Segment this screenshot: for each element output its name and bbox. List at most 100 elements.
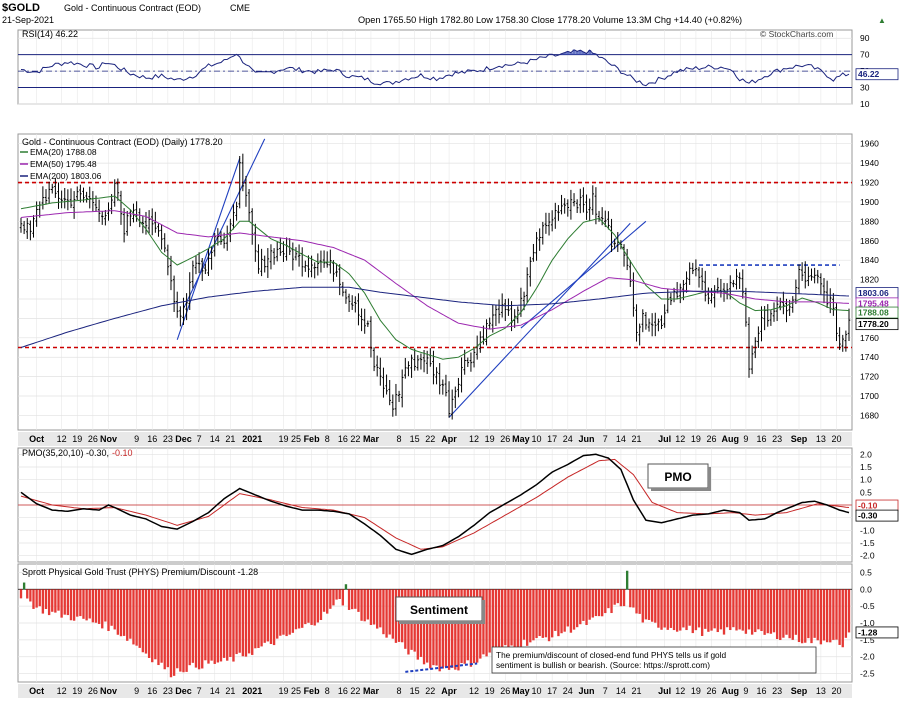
phys-bar — [435, 589, 438, 666]
y-tick-label: 1880 — [860, 216, 879, 226]
pmo-series: -0.10-0.30 — [18, 453, 899, 556]
phys-bar — [557, 589, 560, 637]
y-tick-label: -1.0 — [860, 618, 875, 628]
phys-bar — [525, 589, 529, 646]
phys-bar — [600, 589, 604, 617]
phys-bar — [625, 570, 629, 590]
y-tick-label: 10 — [860, 99, 870, 109]
phys-bar — [363, 589, 366, 622]
phys-bar — [463, 589, 466, 664]
phys-bar — [844, 589, 848, 638]
y-tick-label: 0.5 — [860, 487, 872, 497]
phys-bar — [372, 589, 376, 625]
phys-bar — [575, 589, 579, 628]
phys-bar — [741, 589, 744, 631]
phys-bar — [304, 589, 307, 625]
phys-bar — [276, 589, 279, 639]
sentiment-annotation: Sentiment — [410, 603, 468, 617]
phys-bar — [369, 589, 373, 625]
phys-bar — [497, 589, 501, 648]
phys-bar — [707, 589, 710, 632]
date-label: 8 — [397, 434, 402, 444]
phys-bar — [594, 589, 598, 617]
phys-bar — [72, 589, 76, 621]
phys-bar — [616, 589, 619, 604]
phys-note-line: sentiment is bullish or bearish. (Source… — [496, 660, 710, 670]
phys-bar — [260, 589, 263, 647]
date-label: 7 — [603, 686, 608, 696]
phys-bar — [519, 589, 523, 647]
phys-bar — [376, 589, 379, 629]
date-label: 23 — [772, 434, 782, 444]
phys-bar — [782, 589, 785, 638]
phys-bar — [191, 589, 195, 663]
phys-bar — [775, 589, 779, 640]
phys-bar — [272, 589, 276, 646]
phys-bar — [351, 589, 354, 610]
date-label: Oct — [29, 434, 44, 444]
phys-note-box — [491, 646, 817, 674]
sentiment-annotation-shadow — [482, 600, 485, 624]
phys-bar — [82, 589, 85, 619]
phys-bar — [688, 589, 691, 626]
sentiment-annotation-shadow-bottom — [399, 621, 485, 624]
y-tick-label: 90 — [860, 33, 870, 43]
price-label: Gold - Continuous Contract (EOD) (Daily)… — [22, 137, 223, 147]
phys-bar — [588, 589, 591, 620]
phys-bar — [819, 589, 823, 645]
phys-bar — [141, 589, 145, 653]
phys-bar — [694, 589, 698, 631]
last-value-label: 1803.06 — [858, 288, 889, 298]
phys-bar — [204, 589, 207, 661]
phys-bar — [41, 589, 45, 614]
date-axis-lower: Oct 12 19 26 Nov 9 16 23 Dec 7 14 21 2021 19 25 Feb 8 16 2… — [18, 684, 852, 698]
phys-bar — [791, 589, 794, 640]
phys-bar — [257, 589, 260, 648]
date-label: 12 — [675, 434, 685, 444]
phys-bar — [147, 589, 151, 658]
date-label: 26 — [88, 686, 98, 696]
date-label: Jul — [658, 686, 671, 696]
date-label: 12 — [57, 434, 67, 444]
phys-bar — [422, 589, 426, 665]
phys-bar — [532, 589, 535, 641]
phys-bar — [172, 589, 176, 676]
phys-bar — [750, 589, 754, 635]
date-label: 2021 — [242, 686, 262, 696]
y-tick-label: -1.0 — [860, 525, 875, 535]
date-label: 17 — [547, 686, 557, 696]
date-label: 9 — [134, 686, 139, 696]
phys-bar — [385, 589, 388, 638]
phys-bar — [269, 589, 273, 644]
phys-bar — [832, 589, 835, 640]
date-label: 8 — [325, 686, 330, 696]
date-label: 23 — [163, 686, 173, 696]
phys-bar — [76, 589, 79, 617]
date-label: 14 — [616, 434, 626, 444]
phys-bar — [213, 589, 216, 664]
phys-bar — [188, 589, 191, 666]
date-label: 25 — [291, 434, 301, 444]
phys-bar — [816, 589, 819, 641]
date-label: 21 — [632, 686, 642, 696]
phys-bar — [566, 589, 569, 627]
phys-bar — [682, 589, 685, 628]
date-label: 10 — [532, 686, 542, 696]
phys-bar — [391, 589, 394, 639]
y-tick-label: -1.5 — [860, 538, 875, 548]
panel-frames — [17, 29, 853, 683]
phys-bar — [744, 589, 748, 634]
phys-bar — [476, 589, 479, 663]
date-label: Dec — [175, 434, 192, 444]
phys-bar — [722, 589, 726, 635]
phys-bar — [113, 589, 116, 630]
y-tick-label: 1820 — [860, 275, 879, 285]
date-label: 22 — [425, 686, 435, 696]
y-tick-label: 0.5 — [860, 567, 872, 577]
phys-bar — [657, 589, 660, 628]
exchange-label: CME — [230, 3, 250, 13]
phys-bar — [669, 589, 673, 628]
date-label: 16 — [147, 434, 157, 444]
date-label: Sep — [791, 434, 808, 444]
phys-bar — [157, 589, 160, 666]
